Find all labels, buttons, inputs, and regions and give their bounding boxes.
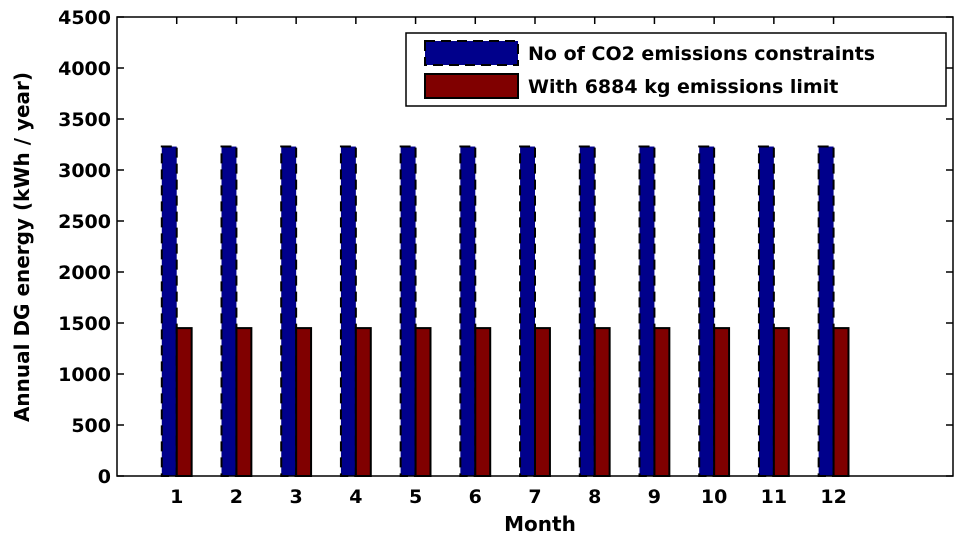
- y-tick-label: 0: [98, 466, 111, 488]
- legend-label-series-2: With 6884 kg emissions limit: [528, 76, 838, 98]
- x-tick-label: 8: [588, 486, 601, 508]
- bar-series-1-month-1: [160, 145, 178, 477]
- bar-series-1-month-10: [698, 145, 716, 477]
- bar-series-1-month-11: [757, 145, 775, 477]
- bar-series-1-month-6: [459, 145, 477, 477]
- y-tick-label: 2000: [58, 262, 111, 284]
- legend-items: No of CO2 emissions constraints With 6884…: [424, 40, 875, 99]
- y-tick-label: 4500: [58, 7, 111, 29]
- x-axis-title: Month: [504, 512, 576, 536]
- x-tick-label: 3: [290, 486, 303, 508]
- bar-series-1-month-8: [578, 145, 596, 477]
- x-tick-label: 10: [701, 486, 727, 508]
- x-tick-label: 9: [648, 486, 661, 508]
- bar-series-1-month-12: [817, 145, 835, 477]
- bar-series-2-month-12: [832, 327, 850, 477]
- bar-series-1-month-2: [220, 145, 238, 477]
- x-tick-label: 6: [469, 486, 482, 508]
- y-tick-label: 500: [71, 415, 111, 437]
- bar-series-1-month-9: [638, 145, 656, 477]
- bar-series-1-month-5: [399, 145, 417, 477]
- y-tick-label: 4000: [58, 58, 111, 80]
- y-tick-label: 2500: [58, 211, 111, 233]
- bar-series-1-month-3: [280, 145, 298, 477]
- bars-layer: [160, 145, 850, 477]
- bar-series-2-month-5: [414, 327, 432, 477]
- y-tick-label: 1000: [58, 364, 111, 386]
- legend: No of CO2 emissions constraints With 6884…: [405, 32, 947, 107]
- bar-series-1-month-4: [339, 145, 357, 477]
- bar-series-2-month-9: [653, 327, 671, 477]
- bar-series-2-month-10: [713, 327, 731, 477]
- legend-swatch-series-2: [424, 73, 519, 99]
- bar-series-1-month-7: [519, 145, 536, 477]
- legend-swatch-series-1: [424, 40, 519, 66]
- x-tick-label: 7: [528, 486, 541, 508]
- bar-series-2-month-4: [354, 327, 372, 477]
- bar-series-2-month-8: [593, 327, 611, 477]
- bar-series-2-month-6: [474, 327, 492, 477]
- legend-label-series-1: No of CO2 emissions constraints: [528, 43, 875, 65]
- x-tick-label: 4: [349, 486, 362, 508]
- x-tick-label: 1: [170, 486, 183, 508]
- bar-series-2-month-1: [175, 327, 193, 477]
- y-tick-label: 3000: [58, 160, 111, 182]
- bar-series-2-month-7: [534, 327, 551, 477]
- y-tick-label: 1500: [58, 313, 111, 335]
- x-tick-label: 12: [820, 486, 846, 508]
- bar-series-2-month-2: [235, 327, 253, 477]
- y-axis-title: Annual DG energy (kWh / year): [10, 72, 34, 422]
- y-tick-label: 3500: [58, 109, 111, 131]
- x-tick-label: 11: [761, 486, 787, 508]
- bar-series-2-month-11: [772, 327, 790, 477]
- x-tick-label: 2: [230, 486, 243, 508]
- bar-series-2-month-3: [295, 327, 313, 477]
- x-tick-label: 5: [409, 486, 422, 508]
